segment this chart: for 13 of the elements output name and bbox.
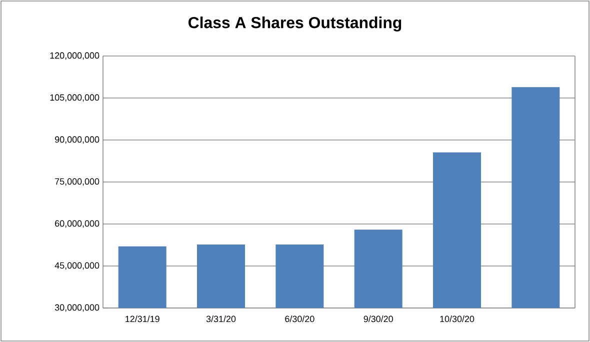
x-tick-label: 10/30/20 bbox=[440, 316, 474, 322]
x-tick-label: 12/31/19 bbox=[126, 316, 160, 322]
y-tick-label: 45,000,000 bbox=[54, 262, 100, 270]
y-tick-label: 60,000,000 bbox=[55, 220, 100, 228]
y-tick-label: 90,000,000 bbox=[55, 136, 100, 144]
y-tick-label: 75,000,000 bbox=[55, 178, 100, 186]
chart-title: Class A Shares Outstanding bbox=[188, 16, 402, 32]
x-tick-label: 6/30/20 bbox=[285, 316, 314, 322]
x-tick-label: 9/30/20 bbox=[364, 316, 393, 322]
x-tick-label: 3/31/20 bbox=[206, 316, 236, 322]
y-tick-label: 30,000,000 bbox=[54, 304, 100, 312]
y-tick-label: 120,000,000 bbox=[50, 52, 100, 60]
y-tick-label: 105,000,000 bbox=[50, 94, 100, 102]
